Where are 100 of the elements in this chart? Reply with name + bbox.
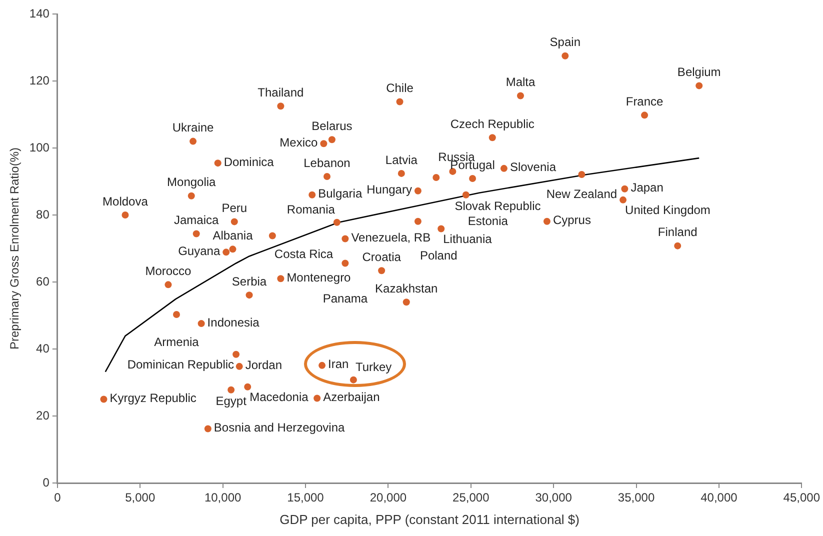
annotation: Slovak Republic [454,198,541,213]
annotation: Estonia [468,214,508,228]
y-axis-title: Preprimary Gross Enrolment Ratio(%) [8,147,22,350]
annotation: Azerbaijan [323,390,380,404]
point [378,267,386,274]
annotation: Slovenia [510,160,556,174]
annotation: Kazakhstan [375,281,438,296]
annotation: Kyrgyz Republic [110,391,196,406]
annotation: Costa Rica [274,247,334,262]
point [620,196,627,204]
annotation: Venezuela, RB [351,230,431,245]
annotation: Czech Republic [450,116,534,131]
point [277,102,284,110]
point [621,185,628,192]
point [173,310,180,318]
point [314,394,321,402]
point [488,134,496,142]
annotation: Mongolia [167,175,216,190]
annotation: Latvia [385,152,418,167]
point [543,218,550,225]
x-tick-label: 20,000 [370,490,407,505]
point [164,281,172,288]
point [122,212,129,218]
x-tick-label: 40,000 [700,490,738,505]
point [516,92,524,100]
point [204,425,212,432]
point [100,396,108,403]
point [228,386,235,394]
point [222,248,230,256]
annotation: Iran [328,357,349,372]
annotation: Jordan [245,358,282,372]
point [578,170,586,178]
annotation: Belgium [677,65,721,80]
y-tick-label: 20 [36,408,50,422]
annotation: Dominican Republic [127,358,234,372]
point [229,246,236,253]
annotation: Mexico [280,135,318,150]
annotation: Lebanon [304,156,350,170]
point [414,218,422,225]
point [188,192,195,200]
annotation: Albania [212,228,254,242]
annotation: Guyana [178,244,220,258]
annotation: Cyprus [552,213,591,228]
x-tick-label: 15,000 [287,490,324,505]
point [246,292,253,299]
x-tick-label: 35,000 [618,490,655,505]
x-axis-title: GDP per capita, PPP (constant 2011 international $) [280,512,580,527]
annotation: Moldova [102,194,148,208]
x-tick-label: 5,000 [125,490,156,505]
y-tick-label: 120 [29,73,50,88]
annotation: Chile [386,81,414,96]
annotation: Finland [658,225,698,240]
point [232,350,240,358]
point [342,260,349,267]
annotation: Malta [506,75,536,90]
point [562,52,569,60]
annotation: Hungary [366,182,412,197]
annotation: France [626,94,664,108]
y-tick-label: 140 [29,6,50,20]
annotation: Montenegro [286,270,352,284]
annotation: Bulgaria [318,186,362,201]
point [432,174,440,181]
y-tick-label: 100 [29,140,50,154]
y-tick-label: 60 [36,274,50,288]
annotation: Indonesia [207,315,260,330]
point [641,112,648,119]
annotation: Ukraine [172,120,214,135]
point [438,225,445,232]
point [333,218,340,226]
annotation: Japan [630,180,664,195]
point [342,235,349,242]
point [192,230,200,238]
y-tick-label: 0 [42,475,50,490]
point [318,362,326,369]
point [198,320,205,328]
annotation: Serbia [232,274,267,288]
annotation: Macedonia [250,390,309,404]
annotation: New Zealand [546,186,618,201]
point [190,138,197,145]
annotation: Poland [420,248,458,263]
point [214,160,222,167]
annotation: Croatia [362,250,402,264]
annotation: Bosnia and Herzegovina [214,420,345,435]
x-tick-label: 45,000 [783,490,820,505]
annotation: Romania [286,202,336,217]
point [462,191,470,198]
annotation: Lithuania [443,232,492,246]
point [244,383,252,390]
annotation: Morocco [145,264,192,278]
point [230,218,238,226]
x-tick-label: 25,000 [452,490,490,505]
annotation: Peru [222,201,248,216]
annotation: United Kingdom [625,203,710,218]
annotation: Thailand [258,85,304,100]
annotation: Spain [550,35,581,50]
point [323,172,330,180]
annotation: Panama [322,292,368,306]
point [674,242,682,250]
point [500,164,508,172]
y-tick-label: 80 [36,207,50,222]
